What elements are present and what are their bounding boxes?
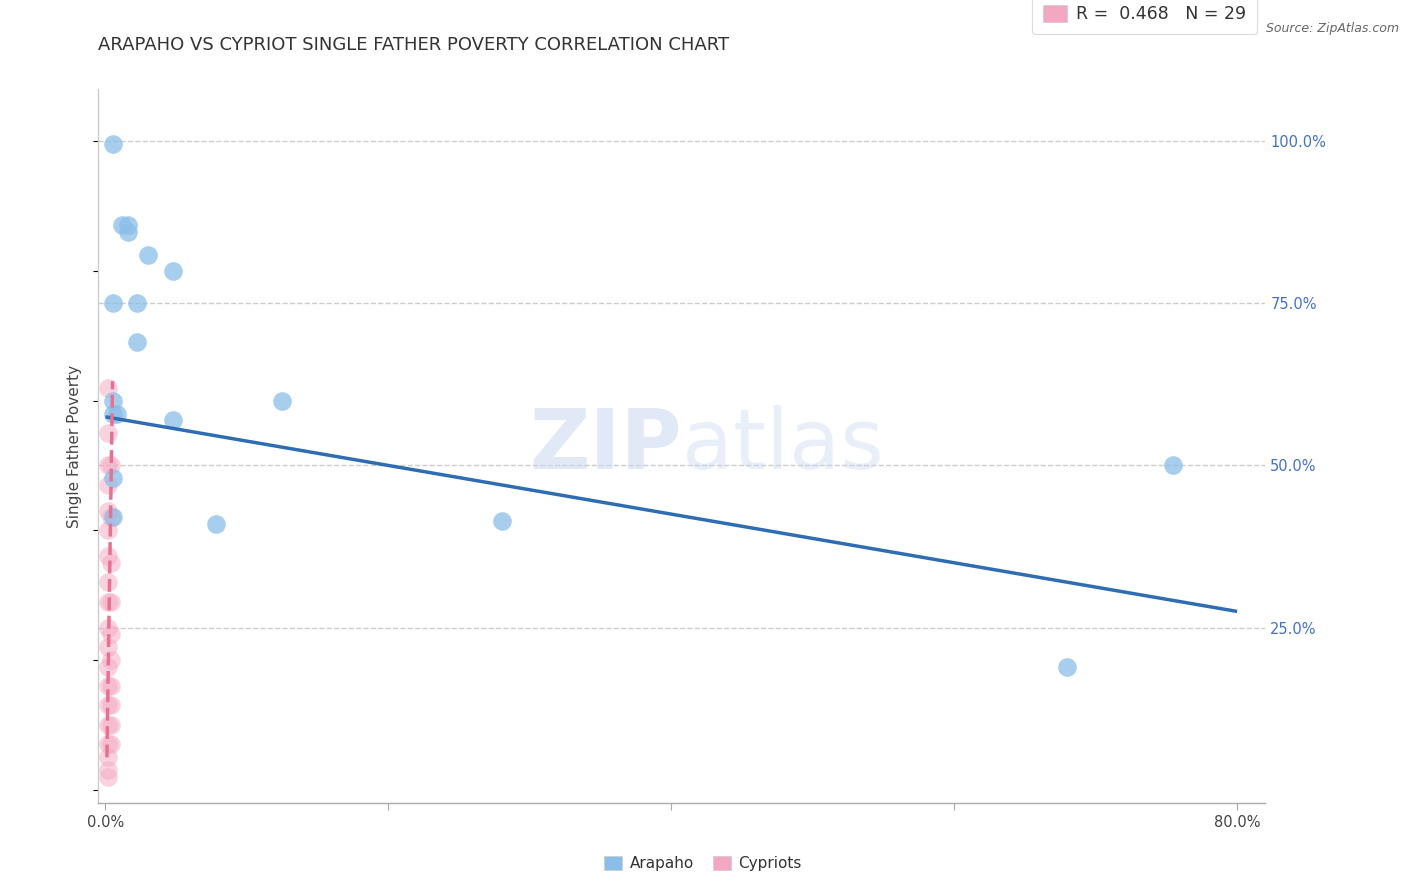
Point [97,504,120,518]
Point [100,698,122,713]
Point [97,621,120,635]
Text: Source: ZipAtlas.com: Source: ZipAtlas.com [1265,22,1399,36]
Point [162,413,184,427]
Text: ARAPAHO VS CYPRIOT SINGLE FATHER POVERTY CORRELATION CHART: ARAPAHO VS CYPRIOT SINGLE FATHER POVERTY… [98,36,730,54]
Point [97,770,120,784]
Point [1056,659,1078,673]
Point [162,264,184,278]
Point [97,679,120,693]
Point [136,247,159,261]
Point [205,516,228,531]
Point [1163,458,1185,473]
Point [100,679,122,693]
Point [97,750,120,764]
Legend: R = -0.341   N = 20, R =  0.468   N = 29: R = -0.341 N = 20, R = 0.468 N = 29 [1032,0,1257,34]
Point [100,627,122,641]
Point [97,659,120,673]
Point [97,549,120,564]
Point [101,137,124,152]
Point [101,471,124,485]
Point [97,764,120,778]
Point [101,510,124,524]
Point [100,718,122,732]
Point [97,595,120,609]
Point [97,575,120,590]
Point [97,381,120,395]
Point [100,738,122,752]
Point [271,393,294,408]
Point [97,640,120,654]
Point [117,225,139,239]
Point [97,738,120,752]
Point [100,556,122,570]
Point [111,219,134,233]
Point [97,478,120,492]
Point [97,718,120,732]
Point [100,595,122,609]
Point [97,458,120,473]
Point [100,510,122,524]
Legend: Arapaho, Cypriots: Arapaho, Cypriots [598,850,808,877]
Point [101,296,124,310]
Point [100,458,122,473]
Point [491,514,513,528]
Point [97,524,120,538]
Point [105,407,128,421]
Point [101,407,124,421]
Point [125,296,148,310]
Point [97,425,120,440]
Point [100,653,122,667]
Y-axis label: Single Father Poverty: Single Father Poverty [67,365,83,527]
Point [117,219,139,233]
Point [125,335,148,350]
Point [101,393,124,408]
Point [97,698,120,713]
Text: ZIP: ZIP [530,406,682,486]
Text: atlas: atlas [682,406,883,486]
